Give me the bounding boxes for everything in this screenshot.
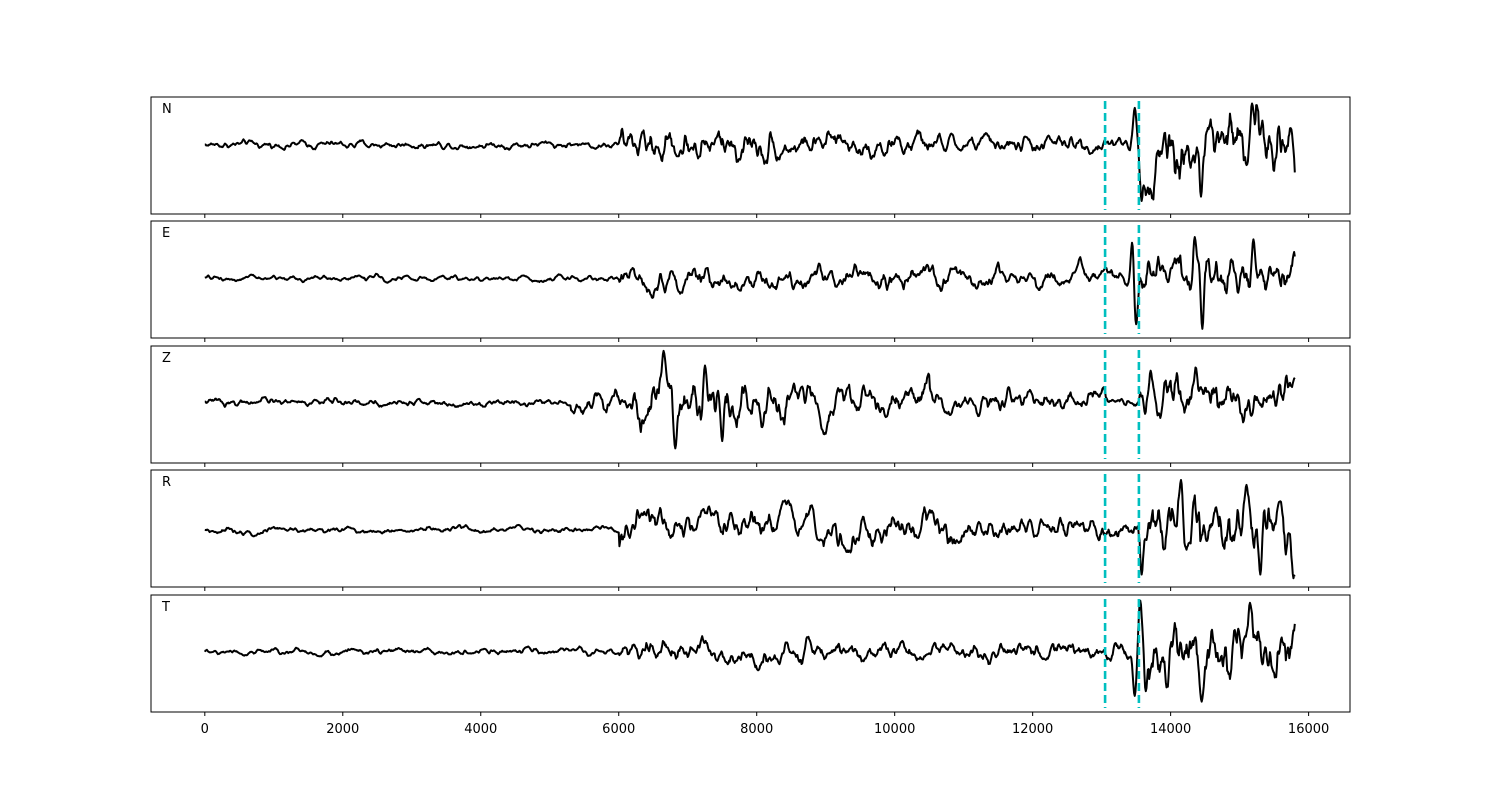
waveform-t	[203, 599, 1296, 703]
x-tick-label: 2000	[326, 722, 359, 737]
panels-group: N E Z R T	[150, 96, 1351, 716]
component-label: E	[162, 226, 170, 241]
x-tick-label: 16000	[1288, 722, 1329, 737]
waveform-n	[204, 102, 1296, 202]
panel-frame	[150, 594, 1351, 713]
x-axis: 0 2000 4000 6000 8000 10000 12000 14000 16000	[201, 722, 1330, 737]
panel-frame	[150, 220, 1351, 339]
panel-z: Z	[150, 345, 1351, 467]
component-label: T	[161, 600, 170, 615]
x-tick-label: 6000	[602, 722, 635, 737]
panel-frame	[150, 96, 1351, 215]
component-label: N	[162, 102, 172, 117]
x-tick-label: 0	[201, 722, 209, 737]
panel-frame	[150, 345, 1351, 464]
x-tick-label: 8000	[740, 722, 773, 737]
panel-frame	[150, 469, 1351, 588]
component-label: Z	[162, 351, 171, 366]
panel-r: R	[150, 469, 1351, 591]
waveform-z	[204, 349, 1296, 450]
component-label: R	[162, 475, 171, 490]
x-tick-label: 14000	[1150, 722, 1191, 737]
panel-n: N	[150, 96, 1351, 218]
waveform-r	[204, 478, 1296, 580]
panel-t: T	[150, 594, 1351, 716]
waveform-e	[204, 236, 1296, 330]
panel-e: E	[150, 220, 1351, 342]
x-tick-label: 12000	[1012, 722, 1053, 737]
x-tick-label: 10000	[874, 722, 915, 737]
x-tick-label: 4000	[464, 722, 497, 737]
